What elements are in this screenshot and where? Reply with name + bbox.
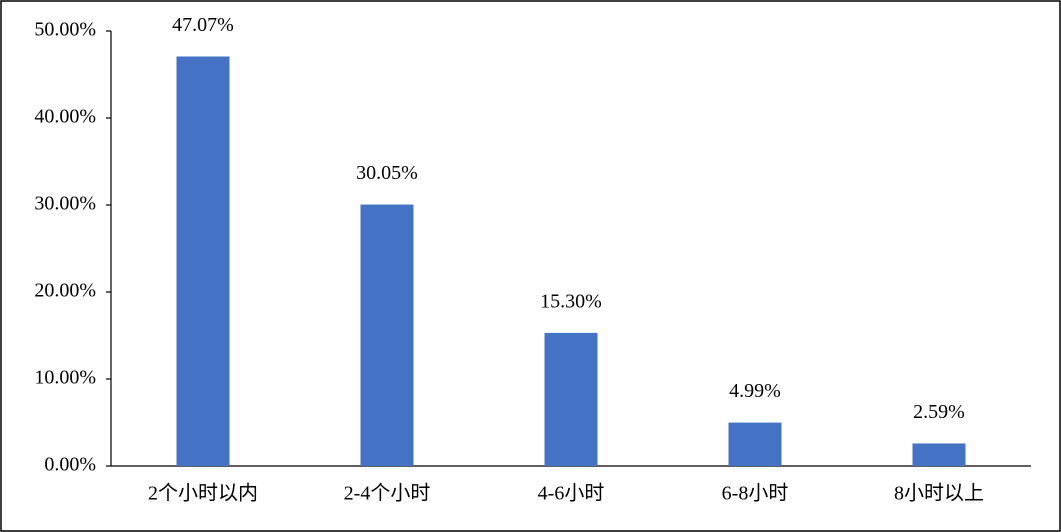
bar xyxy=(176,56,230,467)
x-tick-label: 6-8小时 xyxy=(722,482,789,505)
bar xyxy=(728,422,782,466)
y-tick-label: 50.00% xyxy=(34,19,96,41)
value-label: 15.30% xyxy=(540,290,602,312)
x-tick-label: 8小时以上 xyxy=(894,482,984,505)
y-tick-label: 40.00% xyxy=(34,106,96,128)
y-tick-label: 30.00% xyxy=(34,193,96,215)
y-tick-label: 10.00% xyxy=(34,367,96,389)
x-tick-label: 2-4个小时 xyxy=(344,482,431,505)
value-label: 47.07% xyxy=(172,14,234,36)
x-tick-label: 4-6小时 xyxy=(538,482,605,505)
bar xyxy=(360,204,414,466)
value-label: 30.05% xyxy=(356,162,418,184)
value-label: 4.99% xyxy=(729,380,781,402)
y-tick-label: 0.00% xyxy=(44,454,96,476)
bar xyxy=(544,332,598,466)
value-label: 2.59% xyxy=(913,401,965,423)
x-tick-label: 2个小时以内 xyxy=(148,482,258,505)
bar xyxy=(912,443,966,466)
y-tick-label: 20.00% xyxy=(34,280,96,302)
